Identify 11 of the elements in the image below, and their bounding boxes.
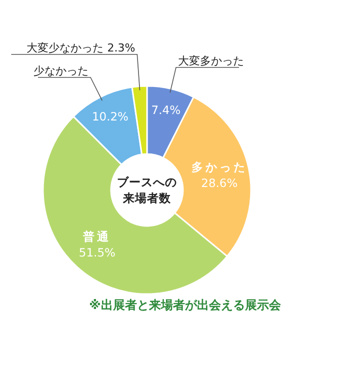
slice-label: 普通	[82, 230, 112, 244]
slice-label: 大変少なかった 2.3%	[26, 41, 136, 54]
text: ※出展者と来場者が出会える展示会	[89, 298, 282, 312]
data-label: 28.6%	[201, 176, 238, 190]
data-label: 10.2%	[92, 110, 129, 124]
data-label: 7.4%	[151, 103, 181, 118]
slice-label: 少なかった	[34, 64, 89, 78]
slice-label: 大変多かった	[178, 54, 244, 68]
text: ブースへの来場者数	[117, 175, 177, 205]
slice-label: 多かった	[191, 160, 248, 174]
data-label: 51.5%	[78, 246, 116, 260]
